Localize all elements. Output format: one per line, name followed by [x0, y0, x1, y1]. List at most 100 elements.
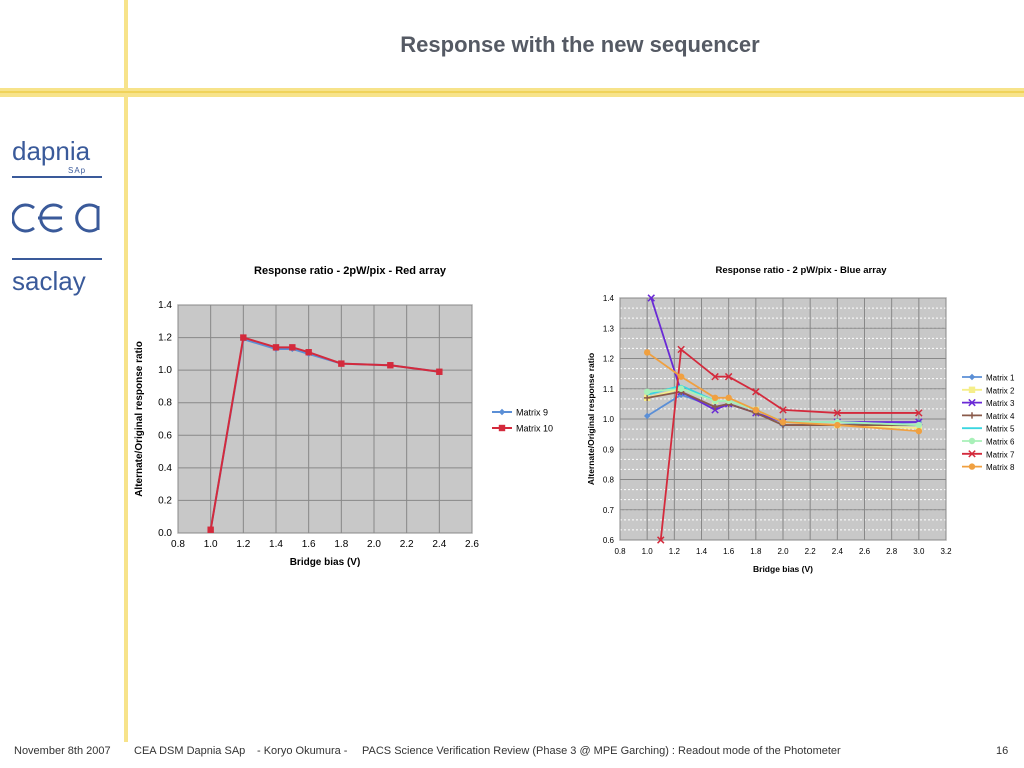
page-number: 16 — [996, 745, 1009, 757]
y-tick-label: 1.2 — [158, 333, 172, 344]
x-tick-label: 3.0 — [913, 547, 925, 556]
data-point — [779, 406, 787, 414]
data-point — [387, 362, 394, 369]
series-line — [647, 387, 919, 426]
series-line — [209, 336, 440, 530]
data-point — [711, 372, 719, 381]
data-point — [915, 427, 923, 435]
x-tick-label: 1.8 — [334, 539, 348, 550]
x-tick-label: 1.6 — [302, 539, 316, 550]
y-tick-label: 1.2 — [603, 355, 615, 364]
legend-label: Matrix 6 — [986, 438, 1015, 447]
legend-label: Matrix 4 — [986, 412, 1015, 421]
red-array-chart: 0.0 0.2 0.4 0.6 0.8 1.0 1.2 1.4 0.8 1.0 1.2 1.4 1.6 1… — [134, 265, 553, 568]
x-axis-label: Bridge bias (V) — [290, 557, 361, 568]
data-point — [647, 294, 655, 302]
x-tick-label: 2.4 — [832, 547, 844, 556]
blue-array-chart: 0.6 0.7 0.8 0.9 1.0 1.1 1.2 1.3 1.4 0.8 1.0 1.2 1.4 1… — [586, 265, 1015, 574]
data-point — [725, 394, 732, 402]
data-point — [677, 373, 685, 380]
x-tick-label: 3.2 — [940, 547, 952, 556]
data-point — [779, 418, 787, 426]
dapnia-sap-label: SAp — [68, 166, 87, 175]
y-tick-label: 0.2 — [158, 495, 172, 506]
x-tick-label: 1.4 — [696, 547, 708, 556]
y-tick-label: 0.6 — [603, 536, 615, 545]
data-point — [711, 403, 719, 411]
legend-marker — [968, 398, 976, 407]
x-tick-label: 2.6 — [465, 539, 479, 550]
data-point — [711, 394, 719, 402]
legend-label: Matrix 3 — [986, 399, 1015, 408]
y-tick-label: 0.7 — [603, 506, 615, 515]
legend-label: Matrix 8 — [986, 463, 1015, 472]
x-tick-label: 1.6 — [723, 547, 735, 556]
legend-marker — [498, 424, 506, 432]
x-tick-label: 2.2 — [400, 539, 414, 550]
data-point — [338, 360, 345, 367]
legend-marker — [968, 412, 976, 419]
chart-title: Response ratio - 2pW/pix - Red array — [254, 265, 447, 277]
x-tick-label: 1.0 — [204, 539, 218, 550]
legend-label: Matrix 9 — [516, 408, 548, 418]
y-tick-label: 1.4 — [158, 300, 172, 311]
y-tick-label: 0.4 — [158, 463, 172, 474]
legend-marker — [968, 463, 976, 470]
x-tick-label: 2.8 — [886, 547, 898, 556]
data-point — [289, 344, 296, 351]
x-tick-label: 2.4 — [432, 539, 446, 550]
y-tick-label: 0.6 — [158, 430, 172, 441]
y-axis-label: Alternate/Original response ratio — [134, 341, 145, 497]
y-axis-label: Alternate/Original response ratio — [586, 353, 596, 485]
x-tick-label: 1.8 — [750, 547, 762, 556]
y-tick-label: 1.1 — [603, 385, 615, 394]
logo-divider — [12, 176, 102, 178]
x-tick-label: 1.2 — [669, 547, 681, 556]
x-axis-label: Bridge bias (V) — [753, 564, 813, 574]
data-point — [240, 334, 247, 341]
legend-label: Matrix 7 — [986, 450, 1015, 459]
y-tick-label: 1.4 — [603, 294, 615, 303]
legend-marker — [498, 408, 506, 416]
data-point — [677, 385, 685, 392]
decor-vertical-line-bottom — [124, 97, 128, 742]
chart-title: Response ratio - 2 pW/pix - Blue array — [715, 265, 887, 276]
data-point — [752, 388, 760, 396]
data-point — [643, 349, 651, 356]
x-tick-label: 0.8 — [614, 547, 626, 556]
legend-marker — [968, 386, 976, 393]
data-point — [207, 526, 214, 533]
data-point — [833, 409, 842, 417]
series-line — [646, 351, 919, 432]
data-point — [272, 344, 280, 351]
decor-horizontal-band-inner — [0, 91, 1024, 93]
x-tick-label: 2.6 — [859, 547, 871, 556]
footer-org: CEA DSM Dapnia SAp — [134, 745, 246, 757]
y-tick-label: 1.3 — [603, 324, 615, 333]
data-point — [305, 349, 312, 356]
legend-label: Matrix 2 — [986, 386, 1015, 395]
data-point — [834, 421, 841, 429]
saclay-logo: saclay — [12, 266, 86, 296]
y-tick-label: 0.9 — [603, 445, 615, 454]
footer-date: November 8th 2007 — [14, 745, 111, 757]
data-point — [915, 421, 923, 429]
y-tick-label: 1.0 — [603, 415, 615, 424]
x-tick-label: 1.0 — [642, 547, 654, 556]
footer-author: - Koryo Okumura - — [257, 745, 348, 757]
series-line — [659, 347, 919, 540]
y-tick-label: 1.0 — [158, 365, 172, 376]
cea-logo: cea — [12, 203, 100, 233]
legend-label: Matrix 10 — [516, 424, 553, 434]
legend-label: Matrix 5 — [986, 425, 1015, 434]
y-tick-label: 0.8 — [603, 476, 615, 485]
slide-title: Response with the new sequencer — [400, 32, 760, 57]
data-point — [752, 406, 760, 414]
data-point — [643, 394, 651, 402]
x-tick-label: 2.2 — [805, 547, 817, 556]
data-point — [657, 536, 665, 544]
plot-area — [177, 304, 473, 534]
y-tick-label: 0.8 — [158, 398, 172, 409]
dapnia-logo: dapnia — [12, 136, 91, 166]
x-tick-label: 2.0 — [367, 539, 381, 550]
